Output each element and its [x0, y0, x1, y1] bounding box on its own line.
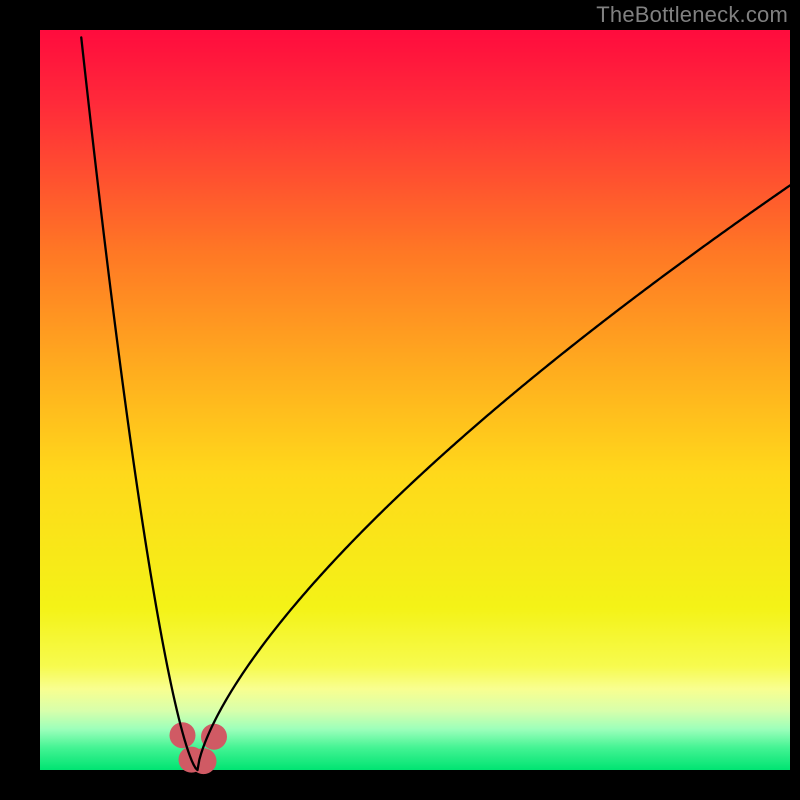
plot-canvas — [40, 30, 790, 770]
chart-container: TheBottleneck.com — [0, 0, 800, 800]
watermark-label: TheBottleneck.com — [596, 2, 788, 28]
